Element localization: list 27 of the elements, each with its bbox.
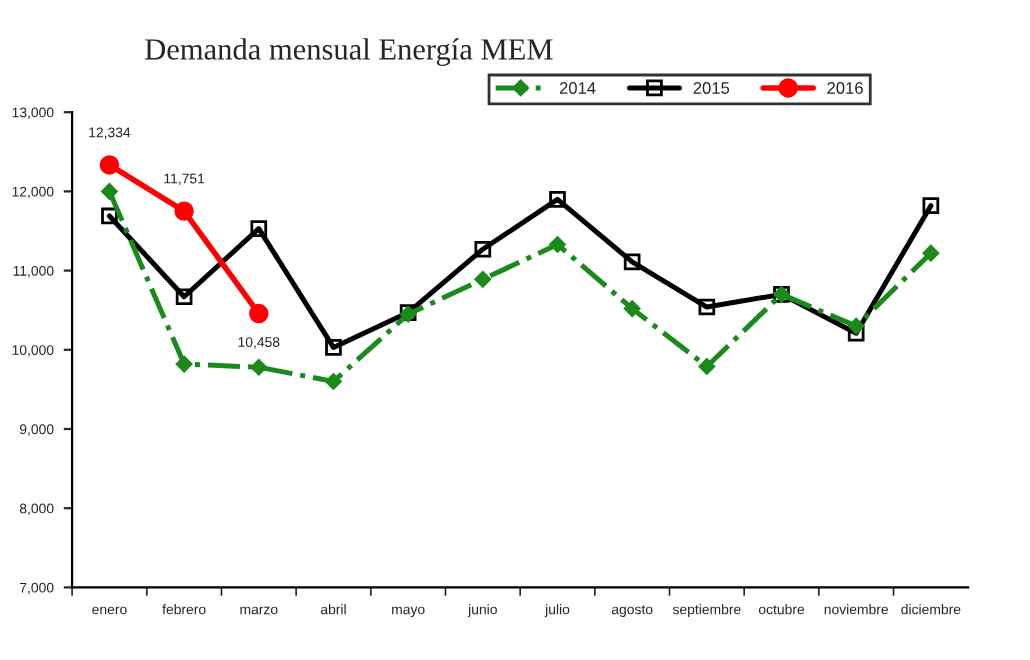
point: [698, 298, 716, 316]
point: [174, 201, 194, 221]
point: [101, 207, 118, 225]
point: [847, 317, 865, 335]
legend-label: 2016: [827, 82, 863, 94]
point: [175, 288, 193, 306]
point: [922, 244, 940, 262]
point: [175, 355, 193, 373]
point: [922, 197, 940, 214]
legend-label: 2014: [559, 82, 596, 94]
point: [623, 300, 641, 317]
point: [623, 253, 641, 271]
point: [325, 373, 342, 390]
point: [325, 339, 342, 356]
chart-title: Demanda mensual Energía MEM: [145, 38, 553, 66]
point: [474, 240, 492, 258]
point: [250, 220, 268, 237]
point: [549, 236, 566, 253]
point: [847, 324, 865, 342]
point: [549, 190, 566, 208]
point: [474, 271, 492, 288]
legend-label: 2015: [693, 82, 730, 94]
point: [698, 358, 716, 375]
point: [249, 303, 269, 324]
point: [99, 155, 120, 175]
point: [250, 358, 268, 376]
point: [101, 183, 118, 200]
